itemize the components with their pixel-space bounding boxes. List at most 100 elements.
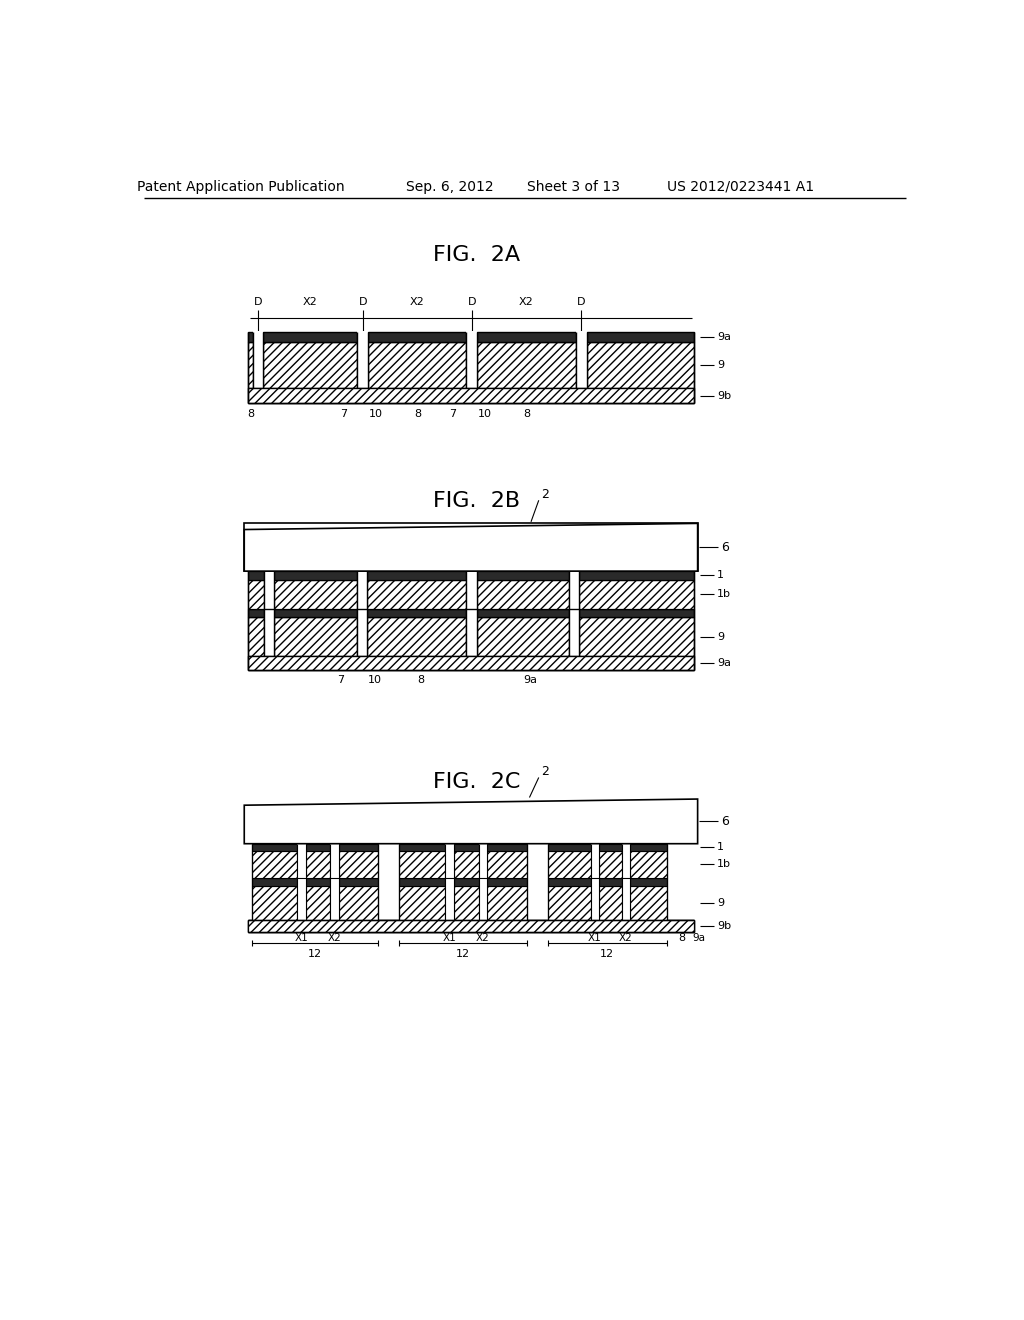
Bar	[478, 843, 487, 878]
Bar	[245, 524, 697, 572]
Bar	[248, 920, 693, 932]
Bar	[467, 331, 477, 388]
Bar	[253, 331, 263, 388]
Bar	[248, 618, 264, 656]
Bar	[467, 609, 476, 656]
Bar	[476, 579, 569, 609]
Text: X2: X2	[519, 297, 534, 308]
Text: 10: 10	[369, 409, 383, 418]
Text: D: D	[577, 297, 586, 308]
Bar	[487, 886, 527, 920]
Text: Patent Application Publication: Patent Application Publication	[136, 180, 344, 194]
Bar	[599, 886, 622, 920]
Text: 10: 10	[478, 409, 493, 418]
Bar	[622, 878, 630, 920]
Bar	[248, 920, 693, 932]
Bar	[579, 579, 693, 609]
Text: 9a: 9a	[717, 657, 731, 668]
Bar	[252, 843, 298, 850]
Polygon shape	[245, 524, 697, 572]
Text: 9a: 9a	[692, 933, 706, 944]
Text: 1b: 1b	[717, 859, 731, 870]
Bar	[273, 579, 357, 609]
Bar	[548, 850, 591, 878]
Bar	[298, 878, 306, 920]
Bar	[357, 570, 368, 609]
Bar	[599, 850, 622, 878]
Bar	[263, 331, 357, 342]
Text: 9b: 9b	[717, 921, 731, 931]
Text: 7: 7	[340, 409, 347, 418]
Text: 7: 7	[449, 409, 456, 418]
Text: X2: X2	[618, 933, 633, 944]
Bar	[630, 850, 667, 878]
Bar	[248, 572, 264, 579]
Bar	[264, 570, 273, 609]
Text: X1: X1	[442, 933, 457, 944]
Bar	[273, 609, 357, 618]
Text: 9: 9	[717, 360, 724, 370]
Text: X2: X2	[410, 297, 425, 308]
Bar	[306, 850, 331, 878]
Bar	[478, 878, 487, 920]
Text: 9: 9	[717, 631, 724, 642]
Bar	[368, 618, 467, 656]
Bar	[477, 342, 575, 388]
Bar	[248, 388, 693, 404]
Bar	[339, 843, 378, 850]
Bar	[298, 843, 306, 878]
Bar	[476, 609, 569, 618]
Text: 8: 8	[417, 676, 424, 685]
Bar	[306, 843, 331, 850]
Text: 6: 6	[721, 814, 729, 828]
Bar	[548, 886, 591, 920]
Text: Sep. 6, 2012: Sep. 6, 2012	[406, 180, 494, 194]
Bar	[369, 331, 467, 342]
Bar	[476, 618, 569, 656]
Bar	[369, 342, 467, 388]
Bar	[368, 579, 467, 609]
Text: X1: X1	[588, 933, 602, 944]
Bar	[587, 342, 693, 388]
Bar	[445, 878, 454, 920]
Bar	[579, 609, 693, 618]
Text: FIG.  2A: FIG. 2A	[433, 244, 520, 264]
Bar	[487, 850, 527, 878]
Text: X2: X2	[476, 933, 489, 944]
Bar	[252, 886, 298, 920]
Bar	[331, 843, 339, 878]
Text: 6: 6	[721, 541, 729, 554]
Bar	[487, 843, 527, 850]
Bar	[368, 572, 467, 579]
Bar	[569, 570, 579, 609]
Text: 12: 12	[308, 949, 323, 958]
Text: 2: 2	[541, 764, 549, 777]
Bar	[467, 570, 476, 609]
Bar	[399, 886, 445, 920]
Bar	[587, 331, 693, 342]
Text: D: D	[468, 297, 476, 308]
Bar	[454, 878, 478, 886]
Text: FIG.  2C: FIG. 2C	[433, 772, 520, 792]
Bar	[248, 609, 264, 618]
Bar	[548, 878, 591, 886]
Text: 1: 1	[717, 570, 724, 581]
Bar	[591, 843, 599, 878]
Bar	[248, 656, 693, 669]
Bar	[264, 609, 273, 656]
Bar	[339, 886, 378, 920]
Bar	[575, 331, 587, 388]
Bar	[331, 878, 339, 920]
Text: D: D	[254, 297, 262, 308]
Polygon shape	[245, 799, 697, 843]
Bar	[248, 656, 693, 669]
Bar	[399, 850, 445, 878]
Bar	[476, 572, 569, 579]
Bar	[248, 342, 253, 388]
Bar	[357, 331, 369, 388]
Text: X2: X2	[303, 297, 317, 308]
Text: 8: 8	[679, 933, 686, 944]
Bar	[248, 579, 264, 609]
Bar	[599, 843, 622, 850]
Text: 12: 12	[600, 949, 614, 958]
